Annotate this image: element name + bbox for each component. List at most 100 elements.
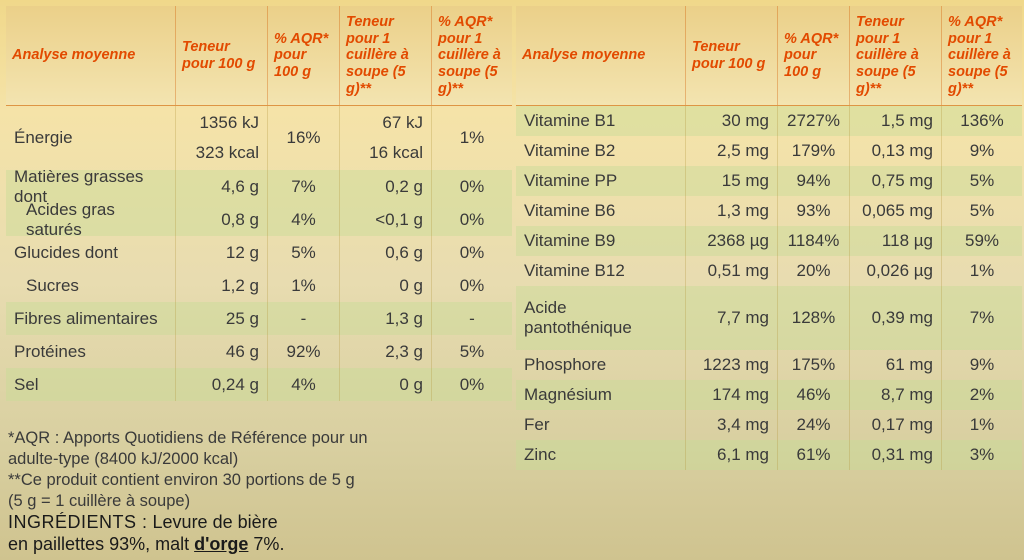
aqr-per-100g: 128%	[778, 286, 850, 350]
nutrient-label: Fibres alimentaires	[6, 302, 176, 335]
col-teneur-5g: Teneur pour 1 cuillère à soupe (5 g)**	[340, 6, 432, 105]
value-per-5g: 8,7 mg	[850, 380, 942, 410]
table-header-row: Analyse moyenne Teneur pour 100 g % AQR*…	[516, 6, 1022, 106]
table-row: Vitamine PP15 mg94%0,75 mg5%	[516, 166, 1022, 196]
col-aqr-5g: % AQR* pour 1 cuillère à soupe (5 g)**	[942, 6, 1022, 105]
aqr-per-5g: 9%	[942, 350, 1022, 380]
nutrient-label: Magnésium	[516, 380, 686, 410]
aqr-per-100g: 4%	[268, 203, 340, 236]
nutrient-label: Acidepantothénique	[516, 286, 686, 350]
value-per-100g: 1356 kJ323 kcal	[176, 106, 268, 170]
value-per-5g: 0,13 mg	[850, 136, 942, 166]
ingredients-allergen: d'orge	[194, 534, 248, 554]
aqr-per-5g: 59%	[942, 226, 1022, 256]
footnotes: *AQR : Apports Quotidiens de Référence p…	[8, 428, 508, 512]
nutrient-label: Protéines	[6, 335, 176, 368]
table-row: Vitamine B61,3 mg93%0,065 mg5%	[516, 196, 1022, 226]
nutrient-label: Vitamine PP	[516, 166, 686, 196]
value-per-5g: 0,17 mg	[850, 410, 942, 440]
ingredients-text-a: Levure de bière	[153, 512, 278, 532]
aqr-per-100g: 24%	[778, 410, 850, 440]
value-per-100g: 174 mg	[686, 380, 778, 410]
aqr-per-100g: 46%	[778, 380, 850, 410]
nutrient-label: Vitamine B9	[516, 226, 686, 256]
aqr-per-5g: 0%	[432, 170, 512, 203]
aqr-per-100g: -	[268, 302, 340, 335]
value-per-100g: 25 g	[176, 302, 268, 335]
col-analyse: Analyse moyenne	[6, 6, 176, 105]
aqr-per-100g: 179%	[778, 136, 850, 166]
aqr-per-5g: -	[432, 302, 512, 335]
aqr-per-100g: 16%	[268, 106, 340, 170]
aqr-per-100g: 1184%	[778, 226, 850, 256]
value-per-100g: 2368 µg	[686, 226, 778, 256]
value-per-100g: 12 g	[176, 236, 268, 269]
nutrient-label: Vitamine B2	[516, 136, 686, 166]
table-row: Vitamine B130 mg2727%1,5 mg136%	[516, 106, 1022, 136]
value-per-100g: 4,6 g	[176, 170, 268, 203]
aqr-per-100g: 20%	[778, 256, 850, 286]
nutrient-label: Zinc	[516, 440, 686, 470]
table-row: Glucides dont12 g5%0,6 g0%	[6, 236, 512, 269]
ingredients: INGRÉDIENTS : Levure de bière en paillet…	[8, 512, 628, 555]
value-per-5g: 0 g	[340, 368, 432, 401]
table-row: Sel0,24 g4%0 g0%	[6, 368, 512, 401]
aqr-per-5g: 0%	[432, 203, 512, 236]
value-per-100g: 2,5 mg	[686, 136, 778, 166]
value-per-5g: 0,6 g	[340, 236, 432, 269]
nutrient-label: Acides gras saturés	[6, 203, 176, 236]
aqr-per-100g: 2727%	[778, 106, 850, 136]
value-per-100g: 0,51 mg	[686, 256, 778, 286]
nutrient-label: Vitamine B12	[516, 256, 686, 286]
col-analyse: Analyse moyenne	[516, 6, 686, 105]
value-per-5g: 0,026 µg	[850, 256, 942, 286]
aqr-per-5g: 9%	[942, 136, 1022, 166]
nutrient-label: Fer	[516, 410, 686, 440]
aqr-per-100g: 4%	[268, 368, 340, 401]
aqr-per-100g: 5%	[268, 236, 340, 269]
aqr-per-100g: 7%	[268, 170, 340, 203]
table-row: Vitamine B92368 µg1184%118 µg59%	[516, 226, 1022, 256]
table-row: Acides gras saturés0,8 g4%<0,1 g0%	[6, 203, 512, 236]
nutrient-label: Phosphore	[516, 350, 686, 380]
col-aqr-5g: % AQR* pour 1 cuillère à soupe (5 g)**	[432, 6, 512, 105]
aqr-per-100g: 1%	[268, 269, 340, 302]
aqr-per-5g: 7%	[942, 286, 1022, 350]
col-teneur-5g: Teneur pour 1 cuillère à soupe (5 g)**	[850, 6, 942, 105]
value-per-100g: 7,7 mg	[686, 286, 778, 350]
value-per-100g: 15 mg	[686, 166, 778, 196]
aqr-per-100g: 92%	[268, 335, 340, 368]
nutrient-label: Glucides dont	[6, 236, 176, 269]
value-per-100g: 3,4 mg	[686, 410, 778, 440]
aqr-per-100g: 93%	[778, 196, 850, 226]
value-per-100g: 1,3 mg	[686, 196, 778, 226]
col-teneur-100g: Teneur pour 100 g	[686, 6, 778, 105]
value-per-5g: 1,5 mg	[850, 106, 942, 136]
table-row: Zinc6,1 mg61%0,31 mg3%	[516, 440, 1022, 470]
col-teneur-100g: Teneur pour 100 g	[176, 6, 268, 105]
value-per-100g: 1,2 g	[176, 269, 268, 302]
table-row: Fer3,4 mg24%0,17 mg1%	[516, 410, 1022, 440]
value-per-100g: 6,1 mg	[686, 440, 778, 470]
value-per-5g: 0,2 g	[340, 170, 432, 203]
nutrient-label: Vitamine B6	[516, 196, 686, 226]
table-row: Vitamine B22,5 mg179%0,13 mg9%	[516, 136, 1022, 166]
value-per-5g: <0,1 g	[340, 203, 432, 236]
table-row: Phosphore1223 mg175%61 mg9%	[516, 350, 1022, 380]
ingredients-label: INGRÉDIENTS :	[8, 512, 148, 532]
aqr-per-5g: 1%	[432, 106, 512, 170]
nutrient-label: Matières grasses dont	[6, 170, 176, 203]
value-per-5g: 2,3 g	[340, 335, 432, 368]
aqr-per-100g: 94%	[778, 166, 850, 196]
aqr-per-5g: 0%	[432, 368, 512, 401]
aqr-per-100g: 61%	[778, 440, 850, 470]
value-per-5g: 61 mg	[850, 350, 942, 380]
value-per-100g: 1223 mg	[686, 350, 778, 380]
aqr-per-5g: 1%	[942, 256, 1022, 286]
aqr-per-5g: 0%	[432, 236, 512, 269]
ingredients-text-c: 7%.	[253, 534, 284, 554]
col-aqr-100g: % AQR* pour 100 g	[778, 6, 850, 105]
col-aqr-100g: % AQR* pour 100 g	[268, 6, 340, 105]
value-per-5g: 0 g	[340, 269, 432, 302]
table-header-row: Analyse moyenne Teneur pour 100 g % AQR*…	[6, 6, 512, 106]
